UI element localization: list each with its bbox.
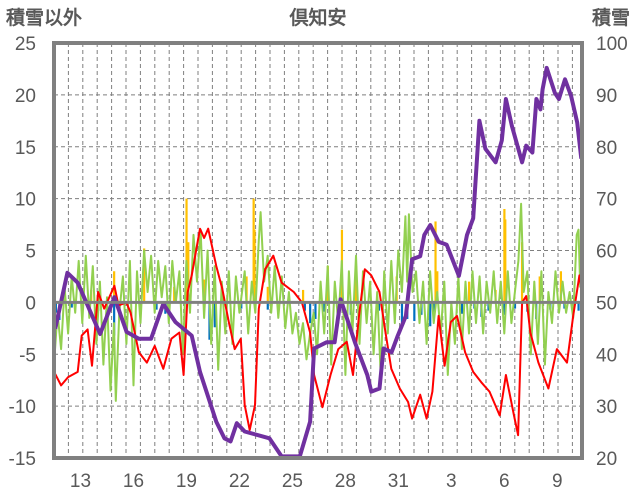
right-tick-label: 30: [596, 397, 617, 418]
blue-bar: [309, 302, 312, 324]
x-tick-label: 22: [229, 471, 250, 492]
left-tick-label: 20: [15, 86, 36, 107]
blue-bar: [70, 302, 73, 308]
left-tick-label: -10: [9, 397, 36, 418]
right-tick-label: 100: [596, 34, 628, 55]
blue-bar: [460, 302, 464, 314]
orange-bar: [185, 198, 188, 303]
x-tick-label: 9: [552, 471, 563, 492]
x-tick-label: 3: [446, 471, 457, 492]
blue-bar: [323, 302, 326, 312]
x-tick-label: 6: [499, 471, 510, 492]
x-tick-label: 19: [176, 471, 197, 492]
blue-bar: [429, 302, 432, 327]
orange-bar: [203, 279, 206, 303]
blue-bar: [400, 302, 404, 324]
blue-bar: [503, 302, 506, 315]
x-tick-label: 13: [70, 471, 91, 492]
left-tick-label: -15: [9, 449, 36, 470]
left-tick-label: 5: [25, 242, 36, 263]
blue-bar: [377, 302, 381, 311]
left-axis-title: 積雪以外: [6, 6, 82, 29]
blue-bar: [155, 302, 158, 310]
right-tick-label: 60: [596, 242, 617, 263]
axes: 25 100 20 90 15 80 10 70 5 60 0 50 -5 40 -10 30 -15 20 13 1…: [9, 34, 628, 492]
blue-bar: [113, 302, 116, 336]
blue-bar: [213, 302, 216, 328]
right-tick-label: 80: [596, 138, 617, 159]
chart-title: 倶知安: [288, 6, 346, 29]
orange-bar: [559, 271, 563, 303]
orange-bar: [436, 271, 439, 303]
series-lines: [53, 65, 584, 459]
orange-bar: [266, 286, 269, 303]
orange-bar: [504, 219, 507, 303]
blue-bar: [266, 302, 269, 310]
left-tick-label: 10: [15, 190, 36, 211]
blue-bar: [413, 302, 416, 322]
orange-bar: [301, 289, 305, 303]
x-tick-label: 16: [123, 471, 144, 492]
orange-bar: [467, 281, 471, 303]
right-tick-label: 50: [596, 293, 617, 314]
right-tick-label: 90: [596, 86, 617, 107]
orange-bar: [187, 242, 190, 303]
blue-bar: [577, 302, 580, 311]
left-tick-label: 0: [25, 293, 36, 314]
orange-bar: [434, 221, 437, 303]
left-tick-label: 25: [15, 34, 36, 55]
purple-snow-depth: [53, 65, 584, 459]
bars: [54, 198, 580, 340]
left-tick-label: 15: [15, 138, 36, 159]
x-tick-label: 28: [335, 471, 356, 492]
x-tick-label: 31: [388, 471, 409, 492]
left-tick-label: -5: [19, 345, 36, 366]
orange-bar: [354, 266, 358, 303]
right-tick-label: 70: [596, 190, 617, 211]
x-tick-label: 25: [282, 471, 303, 492]
blue-bar: [513, 302, 517, 309]
right-tick-label: 20: [596, 449, 617, 470]
blue-bar: [303, 302, 306, 311]
orange-bar: [143, 248, 146, 303]
orange-bar: [253, 229, 256, 303]
blue-bar: [314, 302, 317, 319]
right-axis-title: 積雪: [592, 6, 630, 29]
plot-frame: [52, 41, 584, 460]
right-tick-label: 40: [596, 345, 617, 366]
orange-bar: [520, 242, 524, 303]
